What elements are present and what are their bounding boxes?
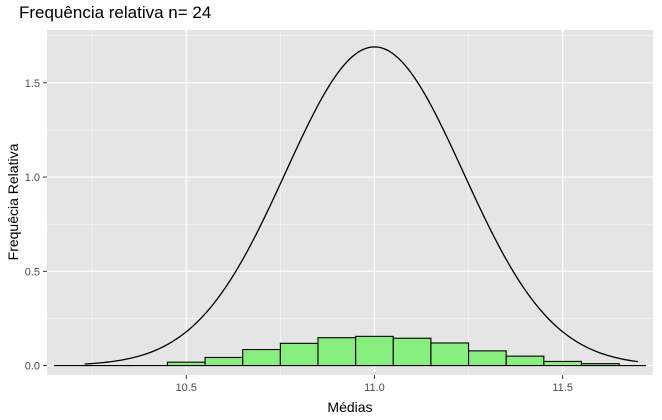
histogram-bar xyxy=(543,360,583,367)
x-tick-label: 11.0 xyxy=(364,382,385,394)
histogram-bar xyxy=(317,337,357,367)
y-tick-label: 1.0 xyxy=(25,172,40,184)
y-axis-ticks: 0.0 0.5 1.0 1.5 xyxy=(25,78,47,373)
histogram-bar xyxy=(580,363,620,367)
density-curve xyxy=(84,46,639,365)
histogram-bars xyxy=(53,335,647,367)
x-tick-label: 10.5 xyxy=(176,382,197,394)
histogram-bar xyxy=(505,355,545,367)
x-tick-label: 11.5 xyxy=(552,382,573,394)
histogram-bar xyxy=(430,342,470,367)
histogram-bar xyxy=(392,337,432,367)
grid-minor xyxy=(47,30,653,375)
plot-panel xyxy=(47,30,653,375)
y-tick-label: 0.5 xyxy=(25,266,40,278)
histogram-bar xyxy=(468,350,507,367)
chart-title: Frequência relativa n= 24 xyxy=(19,3,212,22)
histogram-bar xyxy=(355,335,394,367)
histogram-bar xyxy=(204,356,244,367)
y-tick-label: 0.0 xyxy=(25,361,40,373)
histogram-bar xyxy=(279,342,319,367)
x-axis-title: Médias xyxy=(327,399,372,415)
y-axis-title: Frequêcia Relativa xyxy=(5,143,21,260)
y-tick-label: 1.5 xyxy=(25,78,40,90)
histogram-bar xyxy=(242,348,281,367)
x-axis-ticks: 10.5 11.0 11.5 xyxy=(176,375,573,394)
histogram-bar xyxy=(166,361,206,367)
